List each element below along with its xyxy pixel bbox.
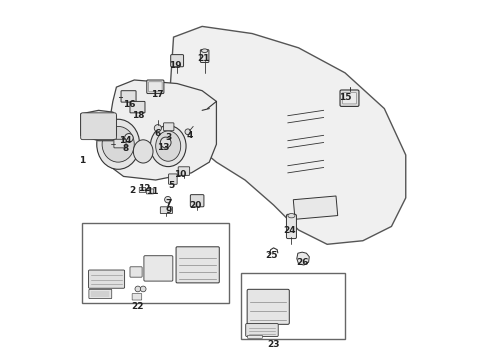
FancyBboxPatch shape [130,267,142,277]
Circle shape [154,125,161,132]
Text: 19: 19 [169,61,182,70]
FancyBboxPatch shape [132,294,142,300]
FancyBboxPatch shape [190,195,204,207]
Text: 21: 21 [197,54,210,63]
FancyBboxPatch shape [340,90,359,107]
Text: 7: 7 [165,199,172,208]
FancyBboxPatch shape [89,289,112,298]
Ellipse shape [150,126,186,167]
Text: 8: 8 [122,144,128,153]
Circle shape [124,134,133,142]
Text: 1: 1 [79,156,86,165]
FancyBboxPatch shape [147,80,164,94]
Ellipse shape [102,126,134,162]
FancyBboxPatch shape [178,167,190,175]
FancyBboxPatch shape [121,91,136,102]
FancyBboxPatch shape [245,324,278,337]
FancyBboxPatch shape [169,174,177,184]
PathPatch shape [81,111,117,141]
FancyBboxPatch shape [171,55,184,67]
FancyBboxPatch shape [343,93,356,104]
Text: 6: 6 [154,129,161,138]
Text: 20: 20 [189,201,201,210]
Text: 9: 9 [165,206,172,215]
Ellipse shape [97,119,140,169]
Circle shape [160,137,171,148]
Text: 10: 10 [174,170,187,179]
Text: 4: 4 [186,131,193,140]
Text: 26: 26 [296,258,308,267]
FancyBboxPatch shape [148,82,162,92]
Text: 18: 18 [132,111,144,120]
Bar [82,223,229,303]
Text: 23: 23 [268,340,280,349]
PathPatch shape [106,80,217,180]
FancyBboxPatch shape [247,289,289,324]
PathPatch shape [170,26,406,244]
Ellipse shape [156,131,181,161]
FancyBboxPatch shape [147,189,153,194]
Text: 14: 14 [119,136,132,145]
Text: 3: 3 [165,132,172,141]
Circle shape [140,286,146,292]
Ellipse shape [133,140,153,163]
Text: 15: 15 [339,93,351,102]
FancyBboxPatch shape [200,50,209,63]
FancyBboxPatch shape [114,139,126,148]
FancyBboxPatch shape [89,270,124,288]
Circle shape [185,129,191,135]
Ellipse shape [201,49,208,53]
PathPatch shape [297,252,309,265]
FancyBboxPatch shape [287,214,296,239]
Ellipse shape [288,213,295,218]
Text: 12: 12 [138,184,150,193]
FancyBboxPatch shape [247,336,263,338]
FancyBboxPatch shape [176,247,220,283]
FancyBboxPatch shape [139,188,146,193]
FancyBboxPatch shape [144,256,173,281]
Text: 2: 2 [129,186,136,195]
Text: 24: 24 [283,225,296,234]
Text: 25: 25 [266,251,278,260]
FancyBboxPatch shape [160,207,172,213]
Text: 11: 11 [146,187,158,196]
Text: 17: 17 [151,90,164,99]
Text: 13: 13 [157,143,169,152]
Bar [242,273,345,339]
Text: 22: 22 [132,302,144,311]
Text: 5: 5 [169,181,175,190]
Bar [294,196,338,219]
FancyBboxPatch shape [81,113,117,140]
Text: 16: 16 [122,100,135,109]
Circle shape [135,286,141,292]
Circle shape [165,197,171,203]
FancyBboxPatch shape [130,102,145,113]
FancyBboxPatch shape [164,123,174,131]
